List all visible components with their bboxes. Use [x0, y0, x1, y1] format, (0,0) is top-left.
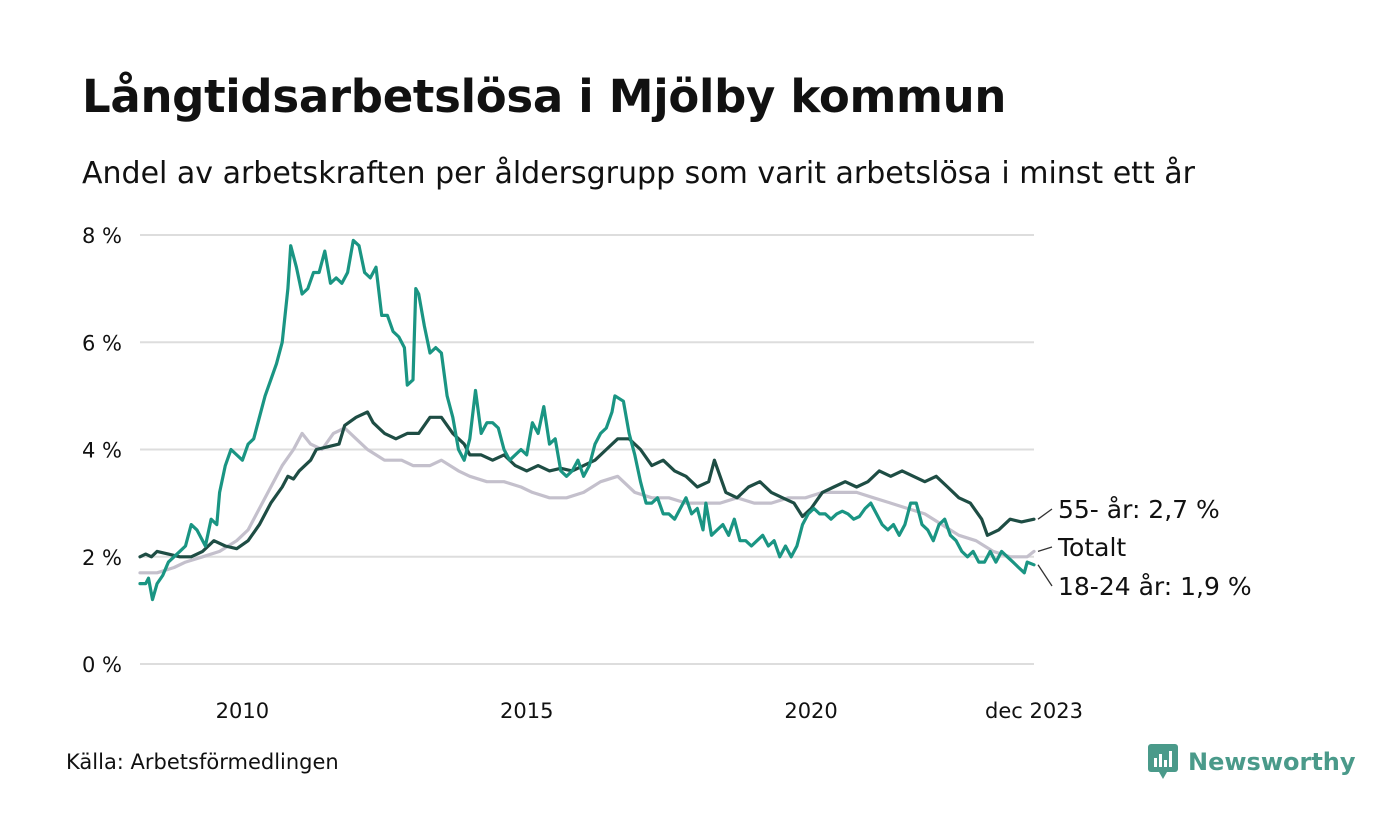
- series-label: 18-24 år: 1,9 %: [1058, 572, 1252, 601]
- x-tick-label: 2020: [784, 699, 837, 723]
- x-tick-label: dec 2023: [985, 699, 1083, 723]
- gridlines: 0 % 2 % 4 % 6 % 8 % 2010 2015 2020 dec 2023: [82, 224, 1083, 723]
- series-labels: 55- år: 2,7 % Totalt 18-24 år: 1,9 %: [1037, 495, 1252, 601]
- leader-line: [1037, 564, 1053, 587]
- source-note: Källa: Arbetsförmedlingen: [66, 750, 339, 774]
- brand-name: Newsworthy: [1188, 748, 1356, 776]
- x-tick-label: 2015: [500, 699, 553, 723]
- y-tick-label: 6 %: [82, 331, 122, 355]
- x-tick-label: 2010: [216, 699, 269, 723]
- series-line-2: [138, 238, 1036, 602]
- newsworthy-logo-icon: [1148, 744, 1178, 779]
- y-tick-label: 0 %: [82, 653, 122, 677]
- series-line-1: [138, 410, 1036, 559]
- leader-line: [1037, 546, 1053, 553]
- series-line-0: [138, 426, 1036, 575]
- chart-title: Långtidsarbetslösa i Mjölby kommun: [82, 70, 1007, 123]
- series-label: Totalt: [1057, 533, 1126, 562]
- chart-subtitle: Andel av arbetskraften per åldersgrupp s…: [82, 156, 1195, 191]
- series-lines: [138, 238, 1036, 602]
- y-tick-label: 8 %: [82, 224, 122, 248]
- leader-line: [1037, 508, 1053, 520]
- y-tick-label: 2 %: [82, 546, 122, 570]
- series-label: 55- år: 2,7 %: [1058, 495, 1220, 524]
- brand-logo[interactable]: Newsworthy: [1148, 742, 1356, 782]
- y-tick-label: 4 %: [82, 439, 122, 463]
